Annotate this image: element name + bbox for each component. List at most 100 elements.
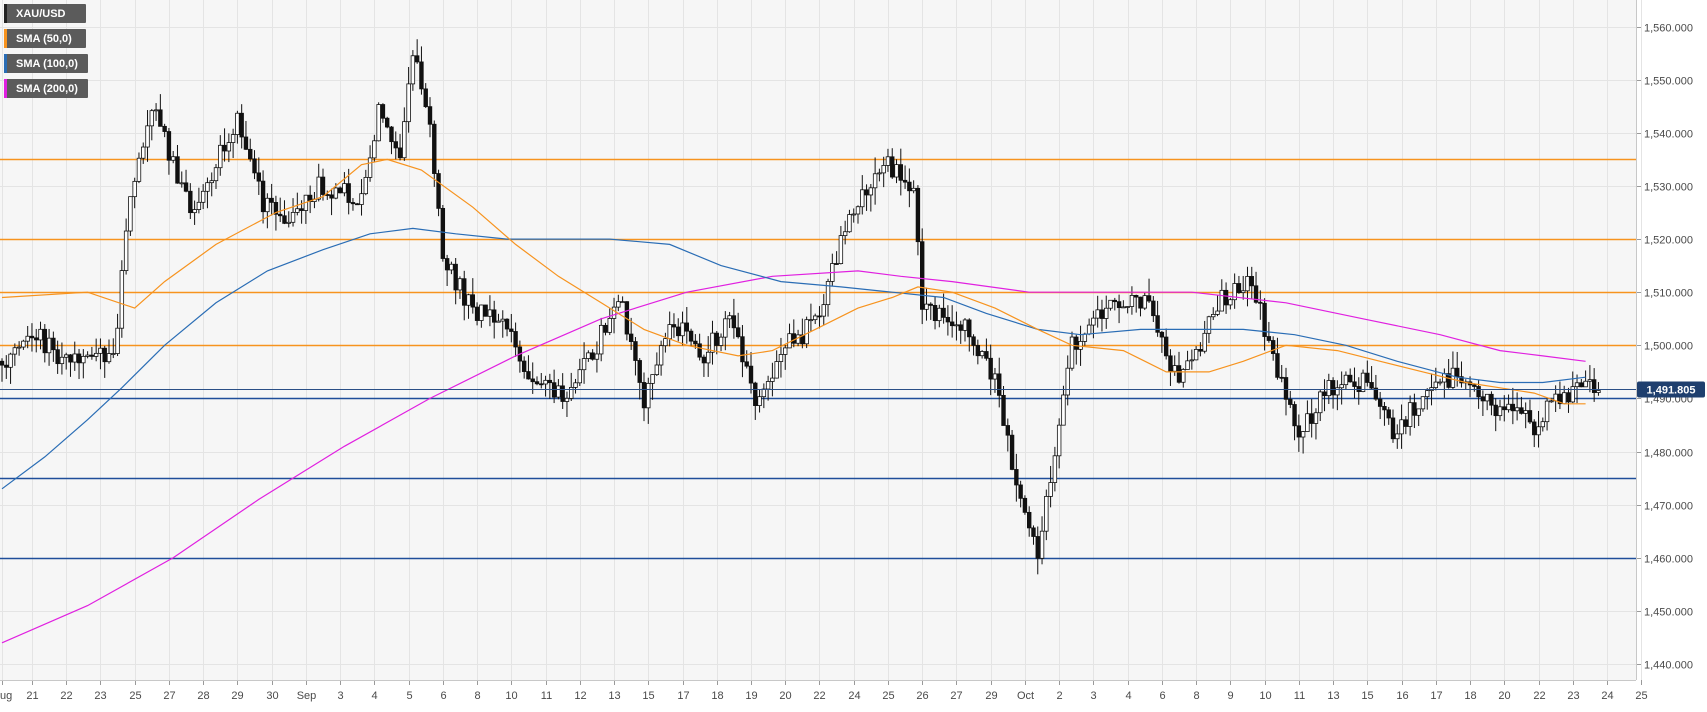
candle: [1403, 416, 1409, 435]
candle: [1193, 346, 1199, 361]
candle-body-up: [710, 332, 715, 353]
candle-body-down: [1138, 296, 1143, 309]
candle: [616, 294, 621, 312]
candle: [1056, 418, 1062, 469]
candle-body-up: [842, 231, 848, 237]
x-tick-label: 24: [848, 690, 860, 702]
candle: [89, 346, 95, 360]
current-price-label: 1,491.805: [1647, 385, 1696, 397]
candle-body-up: [1206, 316, 1212, 334]
candle-body-up: [410, 55, 416, 85]
candle-body-down: [1253, 285, 1259, 303]
candle-body-up: [16, 346, 22, 349]
candle-body-up: [1514, 407, 1520, 412]
candle-body-up: [196, 201, 202, 210]
candle: [170, 150, 176, 164]
candle: [1484, 393, 1490, 411]
candle: [1142, 292, 1147, 311]
candle: [1335, 380, 1340, 411]
candle-body-up: [500, 318, 505, 322]
x-tick-label: 25: [882, 690, 894, 702]
candle: [949, 305, 955, 338]
candle-body-down: [483, 304, 488, 317]
candle: [958, 320, 963, 344]
candlesticks: [0, 39, 1601, 575]
candle-body-up: [1497, 406, 1503, 417]
candle-body-down: [1532, 421, 1537, 436]
candle: [971, 334, 976, 356]
candle: [470, 278, 475, 314]
y-tick-label: 1,530.000: [1644, 182, 1693, 194]
legend-item-xauusd[interactable]: XAU/USD: [4, 4, 86, 23]
candle-body-up: [607, 318, 612, 333]
candle-body-up: [457, 278, 463, 291]
candle-body-down: [513, 331, 518, 348]
candle: [410, 50, 416, 91]
candle: [363, 169, 368, 196]
candle: [868, 183, 874, 212]
candle-body-up: [141, 146, 146, 159]
candle-body-down: [462, 278, 467, 306]
candle: [1386, 406, 1391, 425]
legend-item-sma50[interactable]: SMA (50,0): [4, 29, 86, 48]
candle-body-up: [213, 167, 219, 182]
candle-body-up: [1420, 396, 1426, 410]
candle: [25, 325, 30, 349]
candle-body-down: [320, 176, 326, 195]
candle-body-up: [808, 319, 814, 322]
candle: [1506, 394, 1511, 413]
candle: [920, 228, 925, 325]
candle: [1591, 368, 1597, 402]
candle-body-up: [363, 177, 368, 195]
candle: [149, 108, 154, 141]
candle: [243, 120, 249, 150]
x-tick-label: 15: [642, 690, 654, 702]
legend-item-sma100[interactable]: SMA (100,0): [4, 54, 88, 73]
x-tick-label: 16: [1396, 690, 1408, 702]
candle-body-up: [761, 388, 767, 398]
candle: [962, 318, 968, 342]
candle-body-down: [423, 88, 428, 108]
candle: [979, 350, 985, 359]
candle-body-down: [436, 173, 441, 209]
candle: [1296, 414, 1302, 452]
candle: [671, 313, 677, 338]
candle: [466, 293, 471, 319]
candle-body-up: [569, 386, 574, 399]
candle-body-up: [825, 281, 831, 306]
candle: [731, 298, 737, 339]
candle-body-down: [988, 357, 993, 380]
candle: [111, 338, 116, 359]
candle-body-down: [269, 197, 274, 203]
candle: [1352, 367, 1357, 399]
candle-body-down: [1296, 425, 1302, 438]
candle-body-up: [115, 327, 120, 354]
candle-body-down: [256, 172, 261, 182]
candle-body-up: [333, 187, 339, 199]
candle-body-up: [1069, 336, 1075, 369]
candle: [569, 372, 574, 402]
candle-body-down: [337, 187, 343, 194]
candle: [603, 322, 608, 336]
candle-body-down: [1223, 289, 1229, 306]
candle: [355, 202, 360, 206]
candle: [487, 295, 493, 327]
x-tick-label: 19: [745, 690, 757, 702]
candle: [1134, 294, 1139, 313]
legend: XAU/USD SMA (50,0) SMA (100,0) SMA (200,…: [4, 4, 88, 104]
legend-item-sma200[interactable]: SMA (200,0): [4, 79, 88, 98]
candle-body-down: [1112, 299, 1117, 303]
candle: [419, 46, 424, 95]
candle: [526, 355, 531, 380]
candle: [1129, 286, 1135, 315]
candle-body-down: [509, 328, 514, 332]
candle: [954, 311, 959, 341]
x-tick-label: 5: [406, 690, 412, 702]
candle-body-down: [1566, 392, 1571, 403]
candle: [1570, 371, 1575, 404]
candle: [693, 334, 698, 349]
candle: [851, 208, 856, 223]
candle: [911, 180, 916, 194]
candle-body-down: [1283, 377, 1289, 400]
candle: [915, 185, 921, 256]
